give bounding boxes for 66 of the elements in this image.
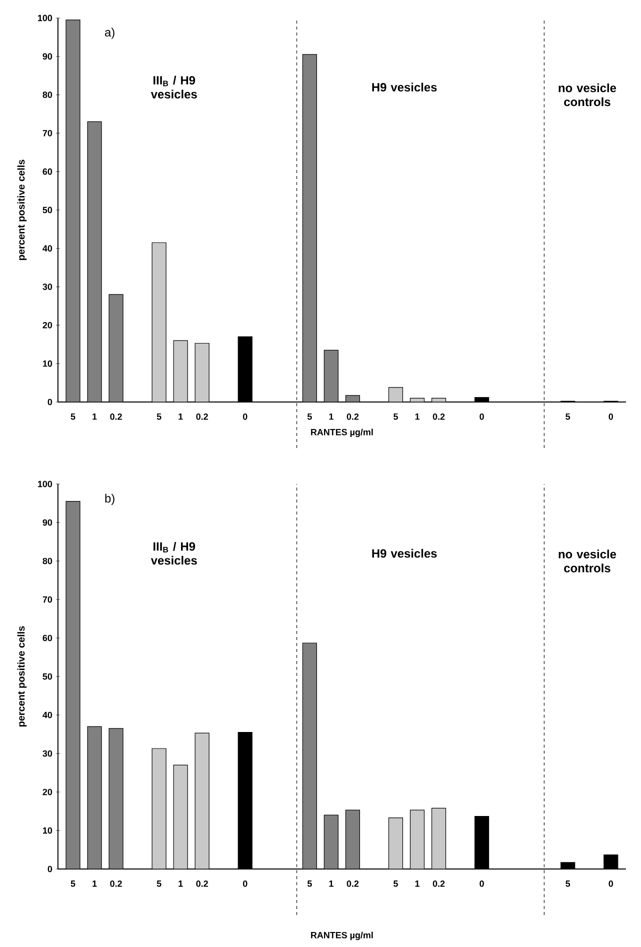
x-tick-label: 1 bbox=[329, 414, 334, 420]
x-tick-label: 0.2 bbox=[346, 414, 359, 420]
y-tick-label: 90 bbox=[42, 53, 52, 60]
y-tick-label: 70 bbox=[42, 130, 52, 136]
y-tick-label: 20 bbox=[42, 322, 52, 328]
y-tick-label: 50 bbox=[42, 206, 52, 214]
x-tick-label: 0 bbox=[608, 414, 614, 420]
x-tick-label: 0.2 bbox=[432, 880, 445, 887]
y-tick-label: 30 bbox=[42, 750, 52, 757]
x-tick-label: 0.2 bbox=[110, 414, 122, 420]
x-tick-label: 0.2 bbox=[432, 414, 445, 420]
y-tick-label: 60 bbox=[42, 634, 52, 642]
x-tick-label: 0 bbox=[242, 414, 248, 420]
x-tick-label: 1 bbox=[415, 414, 420, 420]
y-tick-label: 50 bbox=[42, 673, 52, 680]
x-tick-label: 1 bbox=[92, 880, 97, 887]
y-tick-label: 80 bbox=[42, 558, 52, 564]
x-tick-label: 5 bbox=[70, 414, 76, 420]
x-tick-label: 0 bbox=[480, 880, 484, 887]
x-tick-label: 1 bbox=[178, 414, 183, 420]
x-tick-label: 0.2 bbox=[196, 880, 208, 887]
x-tick-label: 1 bbox=[415, 880, 420, 887]
annotation: H9 vesicles bbox=[372, 548, 437, 558]
x-tick-label: 0.2 bbox=[110, 880, 122, 887]
annotation: H9 vesicles bbox=[372, 82, 437, 92]
x-tick-label: 0.2 bbox=[346, 880, 359, 887]
y-tick-label: 40 bbox=[42, 712, 52, 718]
x-tick-label: 5 bbox=[156, 414, 162, 420]
y-tick-label: 40 bbox=[42, 245, 52, 252]
text: a) bbox=[104, 28, 114, 39]
x-tick-label: 5 bbox=[307, 414, 312, 420]
y-tick-label: 10 bbox=[43, 827, 52, 834]
annotation: no vesicle controls bbox=[558, 550, 616, 572]
x-tick-label: 5 bbox=[566, 880, 570, 887]
x-tick-label: 5 bbox=[70, 880, 76, 887]
x-axis-title: RANTES µg/ml bbox=[311, 428, 373, 438]
x-tick-label: 5 bbox=[156, 880, 162, 887]
y-tick-label: 90 bbox=[42, 519, 52, 526]
text: b) bbox=[105, 494, 114, 505]
y-tick-label: 70 bbox=[42, 596, 52, 603]
x-tick-label: 0.2 bbox=[196, 414, 208, 420]
x-tick-label: 5 bbox=[394, 414, 398, 420]
y-tick-label: 30 bbox=[42, 284, 52, 290]
annotation: III$_{B}$ / H9 vesicles bbox=[150, 76, 197, 98]
x-tick-label: 1 bbox=[329, 880, 334, 887]
x-tick-label: 1 bbox=[178, 880, 183, 887]
x-tick-label: 5 bbox=[566, 414, 570, 420]
x-tick-label: 0 bbox=[480, 414, 484, 420]
y-axis-title: percent positive cells bbox=[17, 626, 27, 727]
y-tick-label: 0 bbox=[48, 398, 52, 406]
y-axis-title: percent positive cells bbox=[17, 160, 27, 260]
y-tick-label: 100 bbox=[38, 480, 52, 488]
y-tick-label: 100 bbox=[38, 14, 52, 22]
annotation: III$_{B}$ / H9 vesicles bbox=[150, 542, 197, 565]
y-tick-label: 10 bbox=[43, 360, 52, 367]
y-tick-label: 20 bbox=[42, 788, 52, 796]
x-tick-label: 0 bbox=[242, 880, 248, 887]
x-tick-label: 5 bbox=[307, 880, 312, 887]
y-tick-label: 0 bbox=[48, 866, 52, 872]
y-tick-label: 60 bbox=[42, 168, 52, 175]
x-tick-label: 0 bbox=[608, 880, 614, 887]
x-tick-label: 5 bbox=[394, 880, 398, 887]
x-tick-label: 1 bbox=[92, 414, 97, 420]
annotation: no vesicle controls bbox=[558, 83, 616, 106]
x-axis-title: RANTES µg/ml bbox=[311, 932, 373, 940]
y-tick-label: 80 bbox=[42, 92, 52, 98]
